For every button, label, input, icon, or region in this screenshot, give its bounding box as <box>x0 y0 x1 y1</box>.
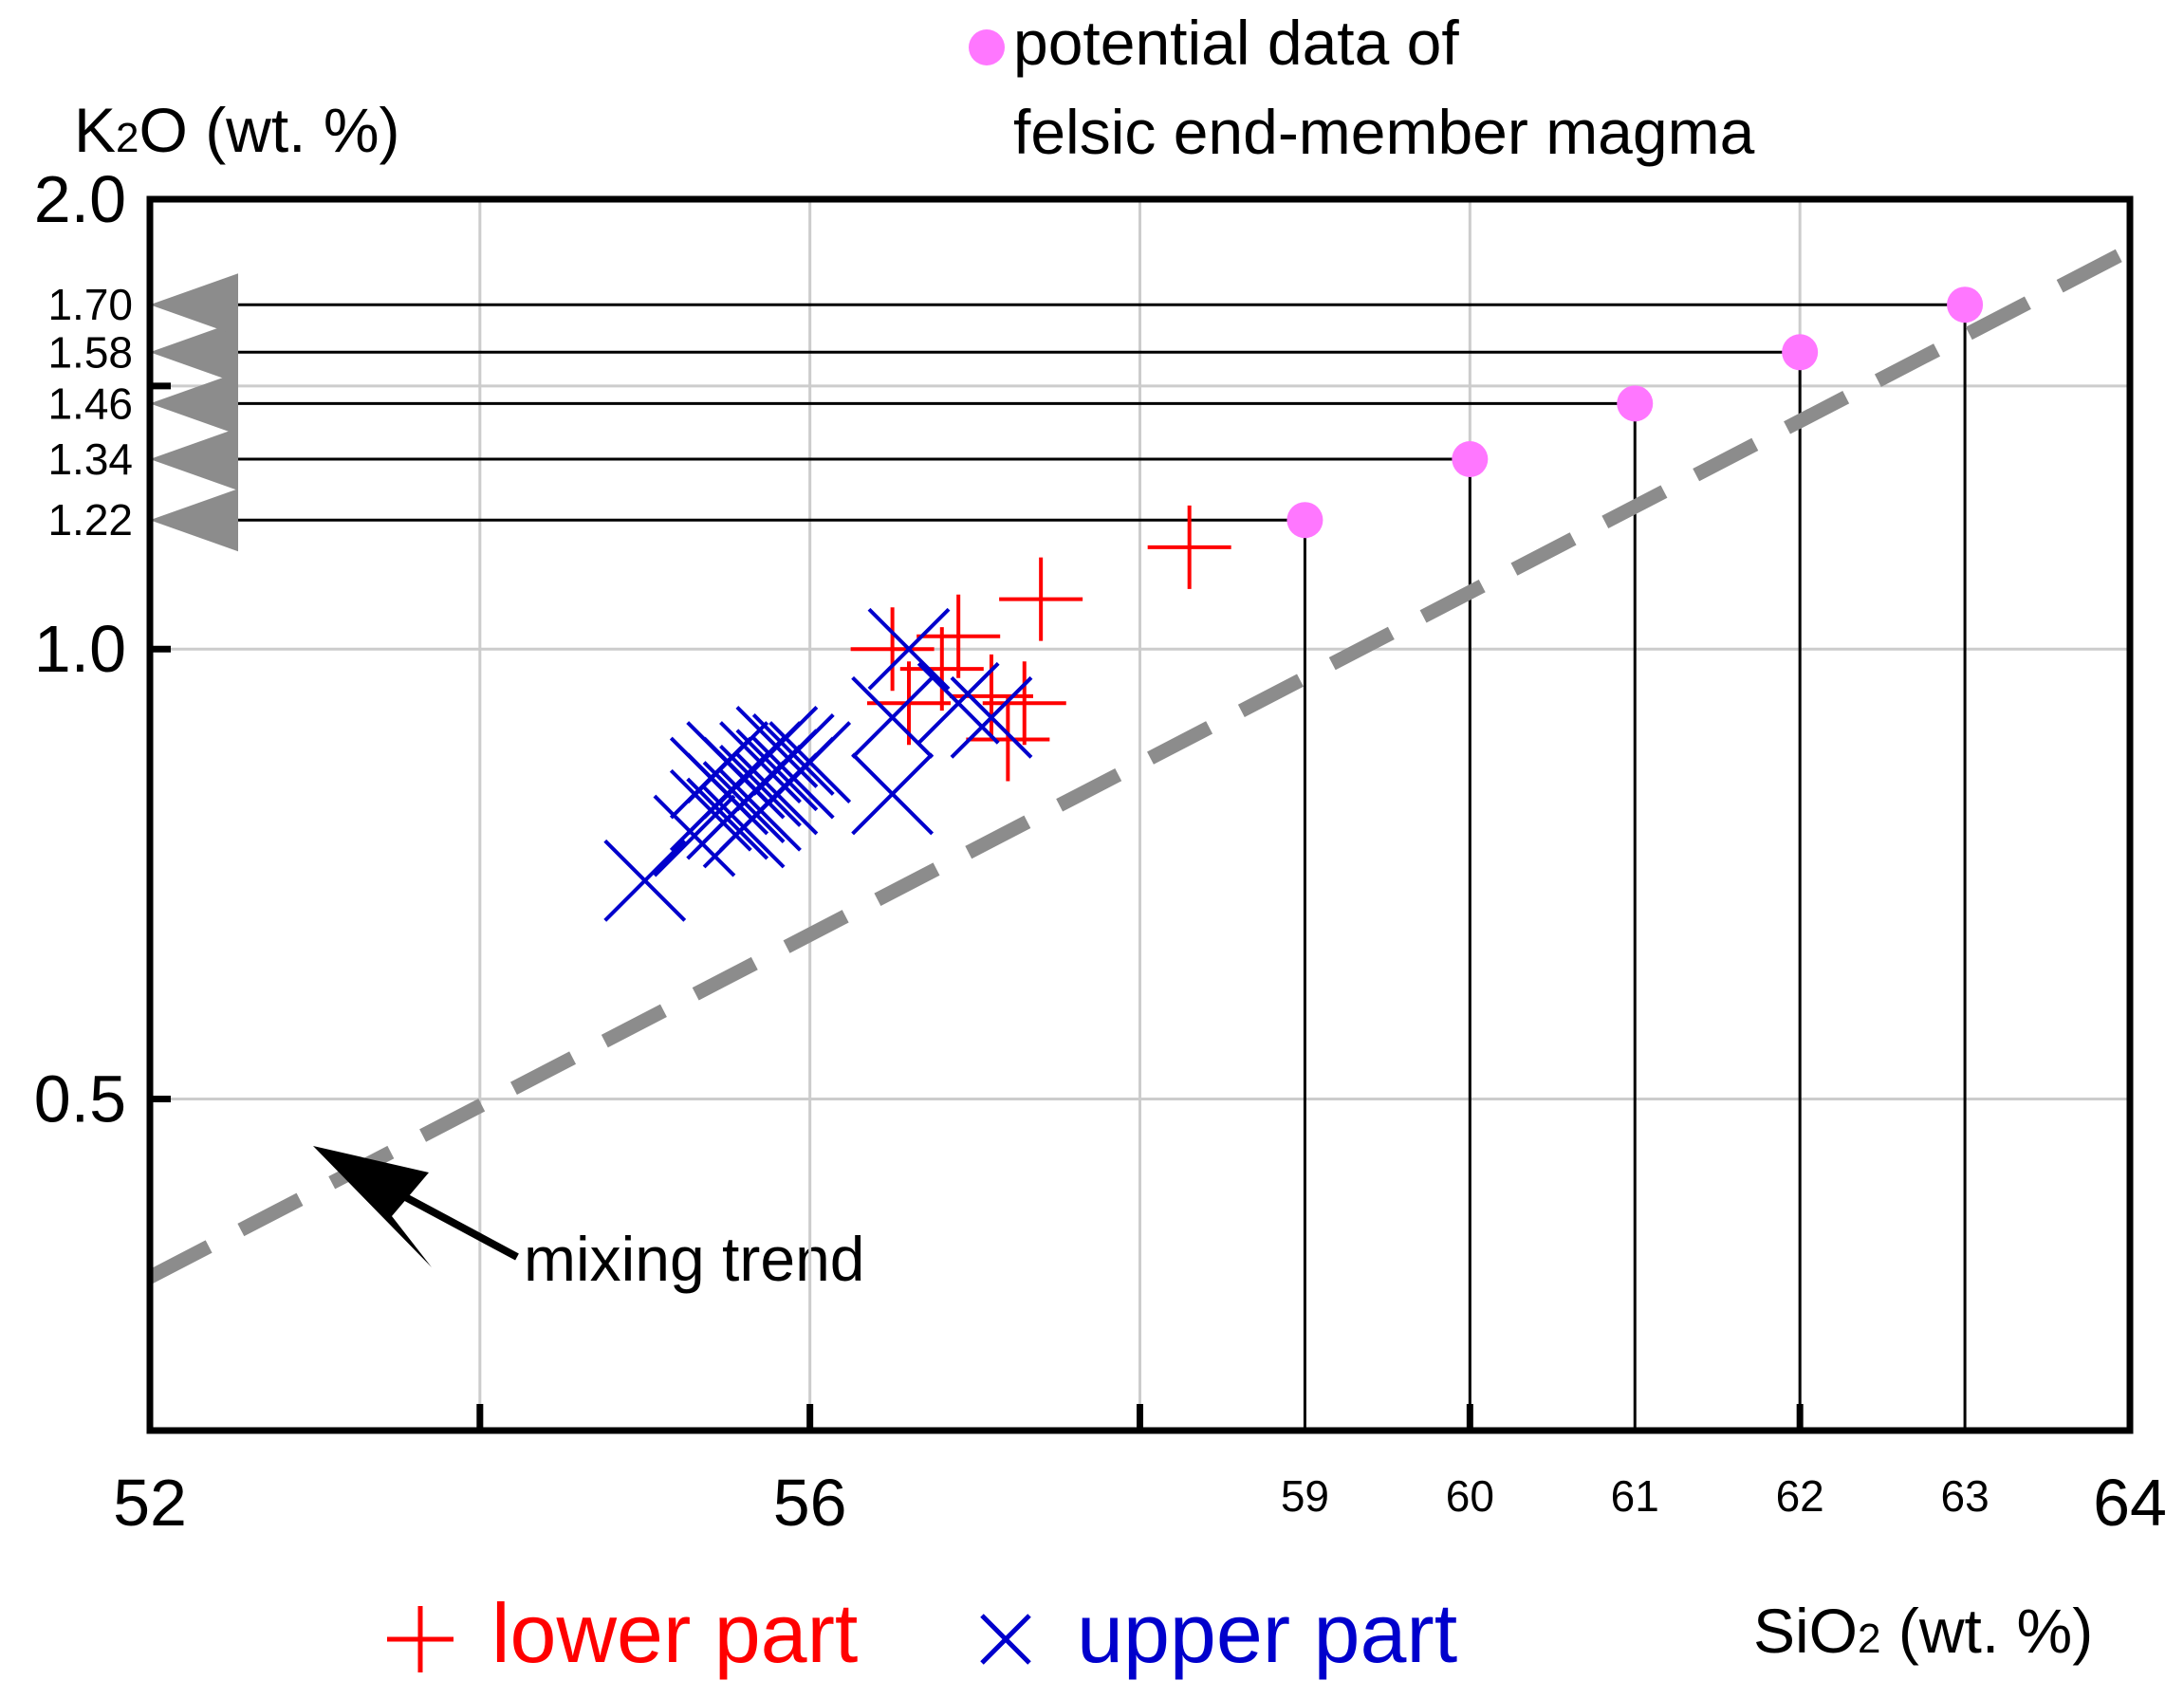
felsic-arrowhead <box>150 273 238 337</box>
legend-lower-marker <box>387 1606 453 1672</box>
cross-stroke-b <box>851 675 935 759</box>
felsic-point <box>1617 385 1654 422</box>
mixing-trend-arrowhead <box>313 1146 432 1267</box>
cross-stroke-b <box>950 675 1033 759</box>
lower-part-point <box>982 661 1066 746</box>
felsic-y-value-label: 1.34 <box>47 434 133 484</box>
mixing-trend-arrow-shaft <box>397 1190 519 1261</box>
felsic-y-value-label: 1.70 <box>47 280 133 329</box>
x-tick-label: 52 <box>113 1466 187 1540</box>
felsic-x-value-label: 60 <box>1446 1471 1494 1521</box>
legend-felsic-label-line2: felsic end-member magma <box>1013 97 1755 167</box>
upper-part-point <box>735 706 819 788</box>
cross-stroke-b <box>851 752 935 836</box>
cross-stroke-b <box>686 721 769 803</box>
x-tick-label: 64 <box>2093 1466 2167 1540</box>
felsic-point <box>1782 334 1819 371</box>
cross-stroke-b <box>867 607 951 691</box>
cross-stroke-b <box>653 794 736 877</box>
cross-stroke-b <box>719 768 802 852</box>
legend-upper-marker <box>980 1614 1031 1665</box>
y-tick-label: 0.5 <box>34 1062 126 1136</box>
felsic-point <box>1947 286 1984 323</box>
felsic-x-value-label: 62 <box>1776 1471 1824 1521</box>
upper-part-point <box>719 768 802 852</box>
cross-stroke-b <box>603 839 687 922</box>
felsic-y-value-label: 1.58 <box>47 327 133 377</box>
felsic-x-value-label: 61 <box>1611 1471 1659 1521</box>
mixing-trend-label: mixing trend <box>524 1224 865 1294</box>
upper-part-point <box>751 713 835 796</box>
x-axis-label: SiO2 (wt. %) <box>1753 1596 2093 1666</box>
legend-upper-label: upper part <box>1077 1586 1457 1680</box>
upper-part-point <box>867 607 951 691</box>
upper-part-point <box>916 661 1000 745</box>
felsic-arrowhead <box>150 489 238 552</box>
legend-felsic-label-line1: potential data of <box>1013 8 1459 78</box>
lower-part-point <box>850 607 935 692</box>
felsic-x-value-label: 63 <box>1940 1471 1989 1521</box>
lower-part-point <box>899 627 984 711</box>
upper-part-point <box>653 794 736 877</box>
upper-part-point <box>950 675 1033 759</box>
upper-part-point <box>851 675 935 759</box>
felsic-arrowhead <box>150 372 238 435</box>
upper-part-point <box>603 839 687 922</box>
felsic-point <box>1452 441 1489 478</box>
y-tick-label: 2.0 <box>34 162 126 236</box>
felsic-point <box>1286 502 1323 539</box>
upper-part-point <box>686 721 769 803</box>
cross-stroke-b <box>751 713 835 796</box>
felsic-x-value-label: 59 <box>1281 1471 1329 1521</box>
y-tick-label: 1.0 <box>34 612 126 686</box>
lower-part-point <box>916 594 1001 678</box>
legend-lower-label: lower part <box>491 1586 858 1680</box>
upper-part-point <box>851 752 935 836</box>
y-axis-label: K2O (wt. %) <box>74 95 400 165</box>
felsic-y-value-label: 1.22 <box>47 495 133 545</box>
felsic-arrowhead <box>150 321 238 384</box>
lower-part-point <box>999 557 1083 641</box>
lower-part-point <box>1147 505 1231 589</box>
mixing-trend-line <box>146 243 2134 1283</box>
cross-stroke-b <box>735 706 819 788</box>
legend-felsic-marker <box>969 29 1005 65</box>
lower-part-point <box>966 697 1050 782</box>
x-tick-label: 56 <box>773 1466 847 1540</box>
felsic-arrowhead <box>150 428 238 491</box>
felsic-y-value-label: 1.46 <box>47 379 133 428</box>
cross-stroke-b <box>916 661 1000 745</box>
